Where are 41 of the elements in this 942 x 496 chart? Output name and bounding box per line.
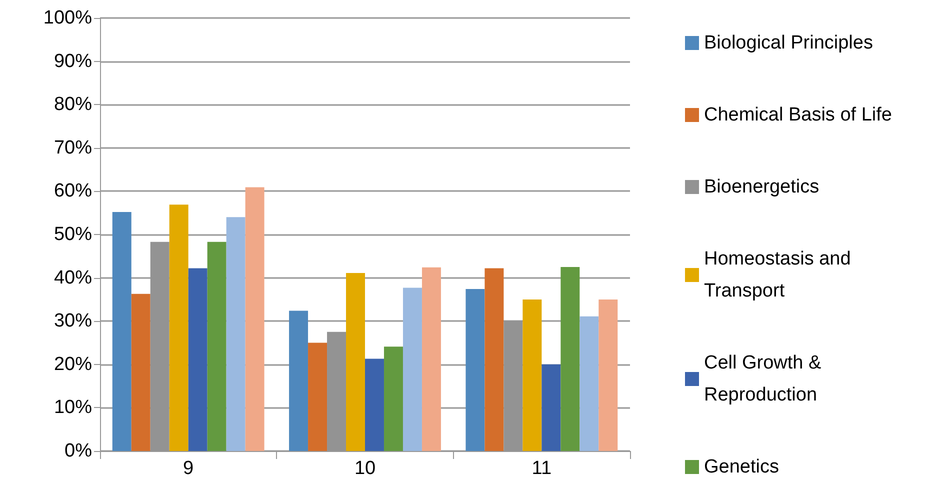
legend-label: Biological Principles [704,32,873,54]
x-tick-label: 10 [354,458,376,479]
bar [402,288,422,451]
bar [346,273,365,451]
bar [522,299,542,451]
bar [466,289,485,451]
legend-label: Chemical Basis of Life [704,104,892,126]
bar [207,242,226,451]
bar [289,310,308,451]
legend-label: Cell Growth & Reproduction [704,352,826,406]
x-tick-label: 11 [532,458,552,479]
legend-label: Homeostasis and Transport [704,248,856,302]
bar [131,294,150,451]
bar [226,217,246,451]
y-tick-label: 80% [54,94,92,116]
y-tick-label: 0% [64,440,92,462]
bar [598,299,618,451]
y-tick-label: 100% [43,8,92,28]
y-tick-label: 20% [54,354,92,375]
bar [169,204,188,451]
legend-label: Genetics [704,456,779,478]
y-tick-label: 10% [54,397,92,418]
bar [484,268,504,451]
bar [308,342,328,451]
y-tick-label: 60% [54,180,92,202]
y-tick-label: 30% [54,310,92,332]
legend-label: Bioenergetics [704,176,820,198]
bar [365,358,384,451]
bar [188,268,208,451]
y-tick-label: 40% [54,267,92,288]
y-tick-label: 90% [54,50,92,72]
bar [384,346,403,451]
bar [245,187,264,451]
bar [560,266,580,451]
bar [422,267,441,451]
y-tick-label: 50% [54,224,92,245]
x-tick-label: 9 [183,458,194,479]
y-tick-label: 70% [54,137,92,158]
bar [542,364,561,451]
bar [580,316,599,451]
bar [112,212,132,451]
